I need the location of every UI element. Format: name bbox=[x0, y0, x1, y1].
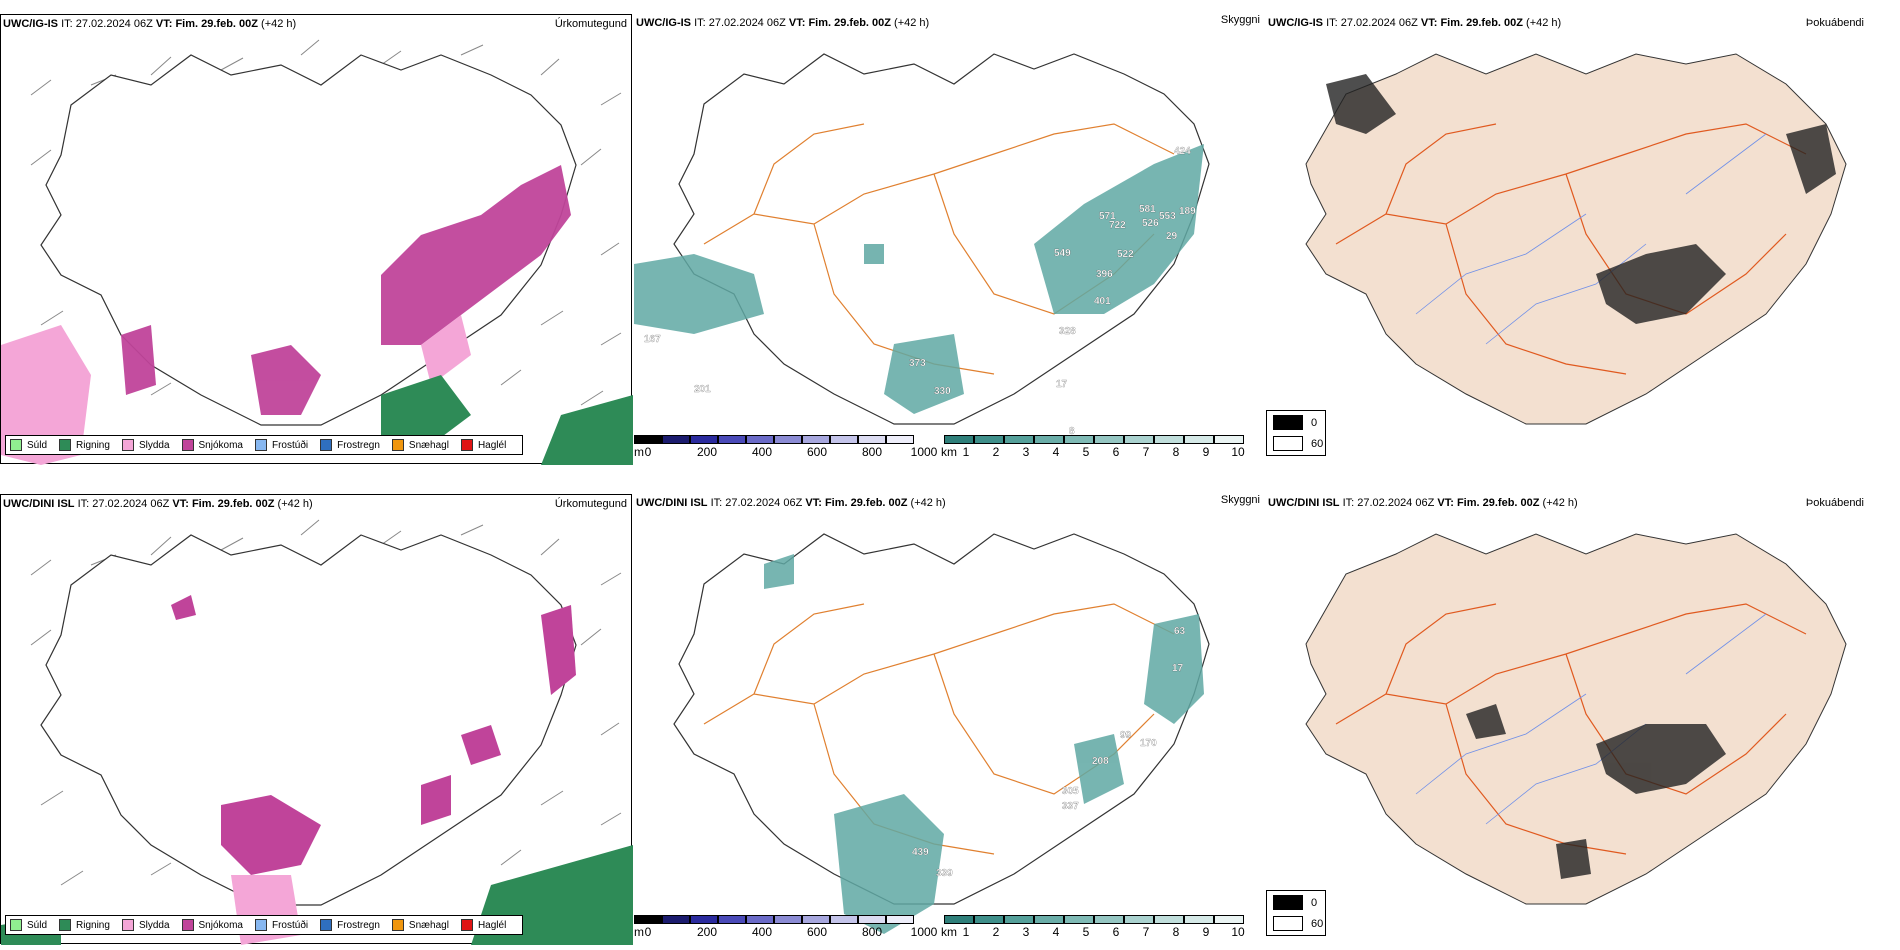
svg-text:424: 424 bbox=[1174, 146, 1191, 157]
svg-text:337: 337 bbox=[1062, 801, 1079, 812]
low-cloud-areas bbox=[634, 144, 1204, 414]
ceiling-colorbar: m 0 200 400 600 800 1000 km 1 2 3 4 5 6 … bbox=[634, 915, 1245, 941]
precip-title: Úrkomutegund bbox=[554, 498, 627, 510]
svg-text:571: 571 bbox=[1099, 211, 1116, 222]
svg-text:526: 526 bbox=[1142, 218, 1159, 229]
svg-text:549: 549 bbox=[1054, 248, 1071, 259]
ceiling-title: Skyggni bbox=[1220, 14, 1260, 26]
svg-text:29: 29 bbox=[1166, 231, 1178, 242]
ceiling-title: Skyggni bbox=[1220, 494, 1260, 506]
panel-header: UWC/DINI ISL IT: 27.02.2024 06Z VT: Fim.… bbox=[636, 497, 946, 509]
fog-map-1 bbox=[1305, 53, 1847, 425]
sleet-areas bbox=[1, 315, 471, 465]
svg-text:396: 396 bbox=[1096, 269, 1113, 280]
ceiling-visibility-panel-1: 424 581 571 722 526 553 189 549 522 396 … bbox=[634, 14, 1264, 464]
svg-text:201: 201 bbox=[694, 384, 711, 395]
svg-text:99: 99 bbox=[1120, 730, 1132, 741]
svg-text:522: 522 bbox=[1117, 249, 1134, 260]
precip-legend: Súld Rigning Slydda Snjókoma Frostúði Fr… bbox=[5, 915, 524, 935]
svg-text:189: 189 bbox=[1179, 206, 1196, 217]
ceiling-colorbar: m 0 200 400 600 800 1000 km 1 2 3 4 5 6 … bbox=[634, 435, 1245, 461]
panel-header: UWC/IG-IS IT: 27.02.2024 06Z VT: Fim. 29… bbox=[1268, 17, 1562, 29]
svg-text:373: 373 bbox=[909, 358, 926, 369]
panel-header: UWC/IG-IS IT: 27.02.2024 06Z VT: Fim. 29… bbox=[3, 18, 297, 30]
ceiling-map-1: 424 581 571 722 526 553 189 549 522 396 … bbox=[634, 53, 1210, 437]
roads bbox=[703, 123, 1175, 375]
fog-legend: 0 60 bbox=[1266, 890, 1326, 936]
iceland-outline bbox=[1305, 533, 1847, 905]
svg-text:17: 17 bbox=[1172, 663, 1184, 674]
precip-type-panel-2: UWC/DINI ISL IT: 27.02.2024 06Z VT: Fim.… bbox=[0, 494, 633, 945]
fog-areas bbox=[1326, 74, 1836, 324]
svg-text:330: 330 bbox=[934, 386, 951, 397]
panel-header: UWC/DINI ISL IT: 27.02.2024 06Z VT: Fim.… bbox=[3, 498, 313, 510]
svg-text:17: 17 bbox=[1056, 379, 1068, 390]
svg-text:339: 339 bbox=[936, 868, 953, 879]
fog-map-2 bbox=[1305, 533, 1847, 905]
svg-text:722: 722 bbox=[1109, 220, 1126, 231]
ceiling-visibility-panel-2: 63 17 99 208 170 305 337 439 339 UWC/DIN… bbox=[634, 494, 1264, 944]
fog-panel-2: UWC/DINI ISL IT: 27.02.2024 06Z VT: Fim.… bbox=[1266, 494, 1900, 944]
precip-map-2 bbox=[1, 519, 633, 945]
precip-map-1 bbox=[1, 39, 633, 465]
svg-text:553: 553 bbox=[1159, 211, 1176, 222]
row-2: UWC/DINI ISL IT: 27.02.2024 06Z VT: Fim.… bbox=[0, 480, 1900, 950]
snow-areas bbox=[171, 595, 576, 875]
ceiling-map-2: 63 17 99 208 170 305 337 439 339 bbox=[673, 533, 1210, 934]
svg-text:328: 328 bbox=[1059, 326, 1076, 337]
fog-legend: 0 60 bbox=[1266, 410, 1326, 456]
panel-header: UWC/IG-IS IT: 27.02.2024 06Z VT: Fim. 29… bbox=[636, 17, 930, 29]
svg-text:170: 170 bbox=[1140, 738, 1157, 749]
cloud-numbers: 424 581 571 722 526 553 189 549 522 396 … bbox=[644, 146, 1196, 437]
roads bbox=[1335, 603, 1807, 855]
svg-text:63: 63 bbox=[1174, 626, 1186, 637]
snow-areas bbox=[121, 165, 571, 415]
fog-title: Þokuábendi bbox=[1805, 17, 1864, 29]
precip-type-panel-1: UWC/IG-IS IT: 27.02.2024 06Z VT: Fim. 29… bbox=[0, 14, 633, 465]
svg-text:305: 305 bbox=[1062, 786, 1079, 797]
svg-text:208: 208 bbox=[1092, 756, 1109, 767]
low-cloud-areas bbox=[764, 554, 1204, 934]
iceland-outline bbox=[1305, 53, 1847, 425]
svg-text:167: 167 bbox=[644, 334, 661, 345]
svg-text:401: 401 bbox=[1094, 296, 1111, 307]
roads bbox=[703, 603, 1175, 855]
iceland-outline bbox=[673, 533, 1210, 905]
svg-text:581: 581 bbox=[1139, 204, 1156, 215]
fog-areas bbox=[1466, 704, 1726, 879]
rain-areas bbox=[381, 375, 633, 465]
fog-title: Þokuábendi bbox=[1805, 497, 1864, 509]
roads bbox=[1335, 123, 1807, 375]
precip-legend: Súld Rigning Slydda Snjókoma Frostúði Fr… bbox=[5, 435, 524, 455]
panel-header: UWC/DINI ISL IT: 27.02.2024 06Z VT: Fim.… bbox=[1268, 497, 1578, 509]
row-1: UWC/IG-IS IT: 27.02.2024 06Z VT: Fim. 29… bbox=[0, 0, 1900, 470]
fog-panel-1: UWC/IG-IS IT: 27.02.2024 06Z VT: Fim. 29… bbox=[1266, 14, 1900, 464]
precip-title: Úrkomutegund bbox=[554, 18, 627, 30]
svg-text:8: 8 bbox=[1069, 426, 1075, 437]
svg-text:439: 439 bbox=[912, 847, 929, 858]
cloud-numbers: 63 17 99 208 170 305 337 439 339 bbox=[912, 626, 1186, 879]
